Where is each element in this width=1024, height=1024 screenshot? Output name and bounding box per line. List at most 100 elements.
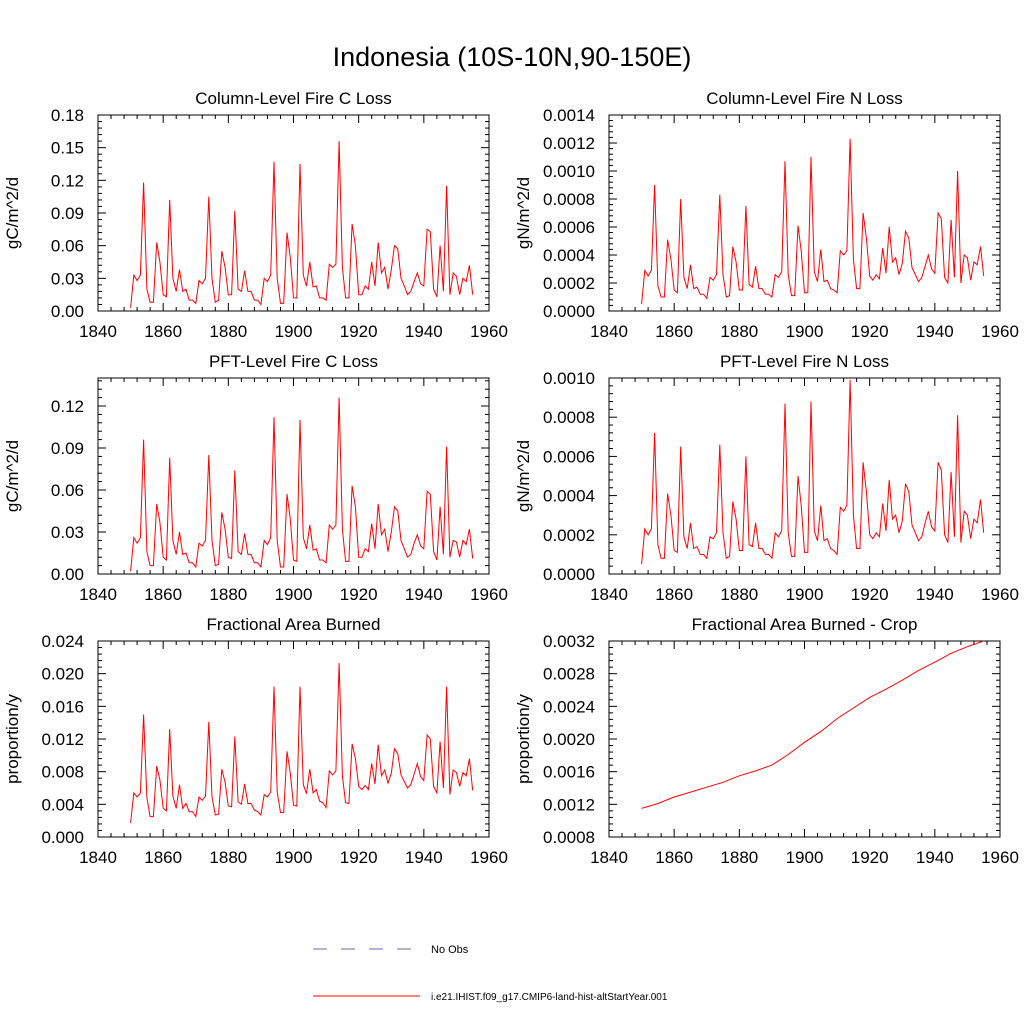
x-tick-label: 1900: [275, 322, 313, 341]
y-tick-label: 0.0012: [543, 795, 595, 814]
y-tick-label: 0.0002: [543, 274, 595, 293]
y-tick-label: 0.0000: [543, 302, 595, 321]
x-tick-label: 1840: [79, 322, 117, 341]
chart-panel: PFT-Level Fire N Loss gN/m^2/d 1840 1860 188…: [514, 352, 1019, 604]
x-tick-label: 1880: [209, 322, 247, 341]
x-tick-label: 1960: [981, 585, 1019, 604]
x-tick-label: 1960: [470, 848, 508, 867]
plot-frame: [97, 377, 490, 575]
y-tick-label: 0.0010: [543, 369, 595, 388]
y-tick-label: 0.00: [51, 565, 84, 584]
panel-title: Fractional Area Burned - Crop: [692, 615, 918, 634]
x-tick-label: 1960: [981, 848, 1019, 867]
y-tick-label: 0.12: [51, 397, 84, 416]
series-line: [641, 640, 984, 809]
panels: Column-Level Fire C Loss gC/m^2/d 1840 1860…: [3, 89, 1019, 867]
x-tick-label: 1920: [340, 585, 378, 604]
x-tick-label: 1840: [590, 848, 628, 867]
chart-panel: Column-Level Fire N Loss gN/m^2/d 1840 1860…: [514, 89, 1019, 341]
legend: No Obs i.e21.IHIST.f09_g17.CMIP6-land-hi…: [313, 944, 668, 1003]
x-tick-label: 1860: [655, 322, 693, 341]
series-line: [130, 141, 474, 308]
y-axis-label: proportion/y: [3, 694, 22, 784]
x-tick-label: 1880: [720, 322, 758, 341]
x-tick-label: 1940: [405, 322, 443, 341]
x-tick-label: 1880: [209, 585, 247, 604]
y-tick-label: 0.12: [51, 171, 84, 190]
series-line: [130, 397, 474, 572]
plot-frame: [608, 640, 1001, 838]
chart-panel: Column-Level Fire C Loss gC/m^2/d 1840 1860…: [3, 89, 508, 341]
x-tick-label: 1920: [851, 322, 889, 341]
series-line: [130, 662, 474, 824]
x-tick-label: 1920: [851, 848, 889, 867]
y-tick-label: 0.0004: [543, 246, 595, 265]
y-tick-label: 0.020: [41, 665, 84, 684]
x-tick-label: 1900: [786, 848, 824, 867]
y-tick-label: 0.0004: [543, 487, 595, 506]
x-tick-label: 1920: [340, 848, 378, 867]
y-tick-label: 0.0012: [543, 134, 595, 153]
y-tick-label: 0.0020: [543, 730, 595, 749]
legend-label-no-obs: No Obs: [431, 944, 469, 956]
x-tick-label: 1900: [786, 585, 824, 604]
legend-label-model: i.e21.IHIST.f09_g17.CMIP6-land-hist-altS…: [431, 992, 668, 1003]
x-tick-label: 1860: [655, 848, 693, 867]
y-axis-label: gN/m^2/d: [514, 440, 533, 512]
y-tick-label: 0.18: [51, 106, 84, 125]
chart-panel: Fractional Area Burned proportion/y 1840 18…: [3, 615, 508, 867]
x-tick-label: 1940: [405, 848, 443, 867]
chart-panel: PFT-Level Fire C Loss gC/m^2/d 1840 1860 188…: [3, 352, 508, 604]
x-tick-label: 1900: [275, 585, 313, 604]
panel-title: Column-Level Fire C Loss: [195, 89, 392, 108]
x-tick-label: 1960: [470, 322, 508, 341]
x-tick-label: 1940: [916, 848, 954, 867]
panel-title: Fractional Area Burned: [207, 615, 381, 634]
y-tick-label: 0.000: [41, 828, 84, 847]
series-line: [641, 379, 985, 565]
y-tick-label: 0.016: [41, 697, 84, 716]
y-tick-label: 0.09: [51, 439, 84, 458]
y-tick-label: 0.0028: [543, 665, 595, 684]
panel-title: PFT-Level Fire C Loss: [209, 352, 378, 371]
y-axis-label: proportion/y: [514, 694, 533, 784]
x-tick-label: 1880: [209, 848, 247, 867]
figure-title: Indonesia (10S-10N,90-150E): [333, 42, 692, 72]
plot-frame: [608, 114, 1001, 312]
x-tick-label: 1840: [590, 322, 628, 341]
y-axis-label: gC/m^2/d: [3, 177, 22, 249]
y-tick-label: 0.0002: [543, 526, 595, 545]
y-tick-label: 0.15: [51, 139, 84, 158]
x-tick-label: 1860: [144, 322, 182, 341]
y-tick-label: 0.0032: [543, 632, 595, 651]
y-tick-label: 0.0008: [543, 408, 595, 427]
x-tick-label: 1920: [340, 322, 378, 341]
x-tick-label: 1860: [144, 585, 182, 604]
x-tick-label: 1900: [275, 848, 313, 867]
x-tick-label: 1860: [655, 585, 693, 604]
x-tick-label: 1940: [916, 585, 954, 604]
x-tick-label: 1840: [79, 585, 117, 604]
y-tick-label: 0.03: [51, 523, 84, 542]
y-tick-label: 0.004: [41, 795, 84, 814]
y-axis-label: gN/m^2/d: [514, 177, 533, 249]
y-axis-label: gC/m^2/d: [3, 440, 22, 512]
x-tick-label: 1940: [916, 322, 954, 341]
y-tick-label: 0.0000: [543, 565, 595, 584]
x-tick-label: 1840: [590, 585, 628, 604]
chart-panel: Fractional Area Burned - Crop proportion/…: [514, 615, 1019, 867]
y-tick-label: 0.0010: [543, 162, 595, 181]
y-tick-label: 0.012: [41, 730, 84, 749]
y-tick-label: 0.0016: [543, 763, 595, 782]
y-tick-label: 0.0024: [543, 697, 595, 716]
y-tick-label: 0.06: [51, 481, 84, 500]
x-tick-label: 1900: [786, 322, 824, 341]
y-tick-label: 0.06: [51, 237, 84, 256]
y-tick-label: 0.0006: [543, 218, 595, 237]
panel-title: Column-Level Fire N Loss: [706, 89, 903, 108]
y-tick-label: 0.008: [41, 763, 84, 782]
y-tick-label: 0.0008: [543, 190, 595, 209]
x-tick-label: 1840: [79, 848, 117, 867]
y-tick-label: 0.0008: [543, 828, 595, 847]
